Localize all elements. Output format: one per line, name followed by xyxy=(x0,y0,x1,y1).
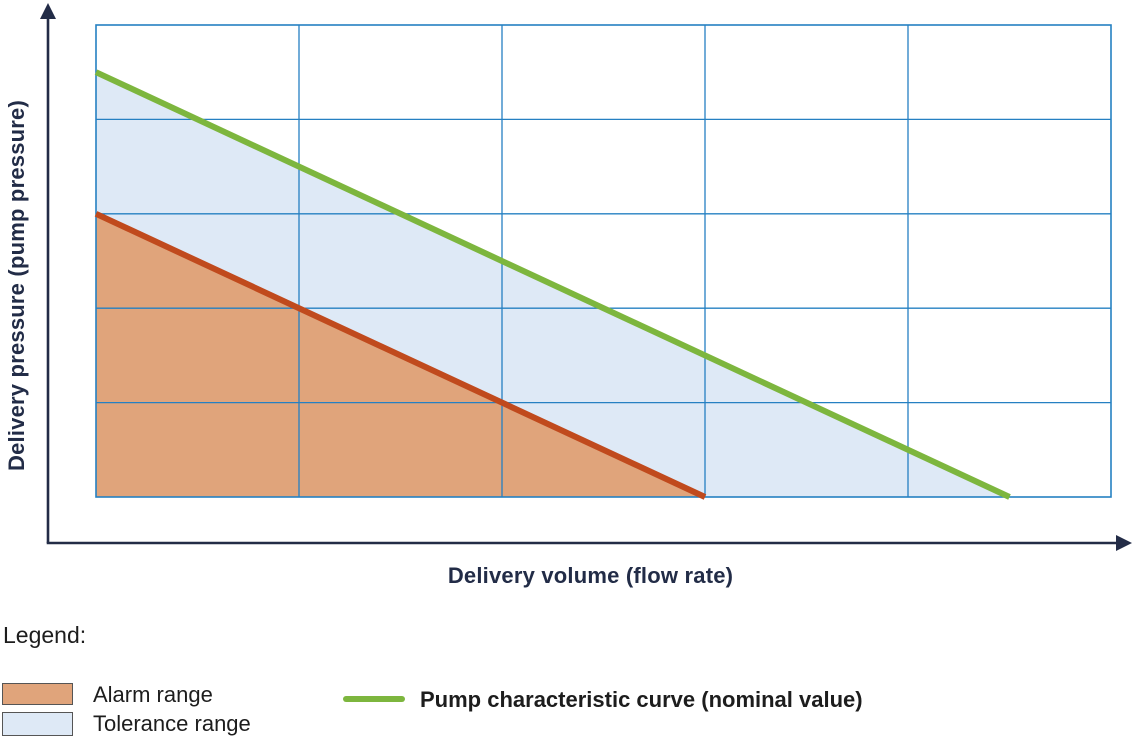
alarm-range-boundary-curve xyxy=(94,211,707,500)
legend-title: Legend: xyxy=(3,622,87,648)
y-axis-label-wrap: Delivery pressure (pump pressure) xyxy=(2,25,32,545)
y-axis-label: Delivery pressure (pump pressure) xyxy=(4,99,29,471)
alarm-range-label: Alarm range xyxy=(93,682,213,707)
chart-canvas xyxy=(40,3,1132,551)
y-axis-arrowhead-icon xyxy=(40,3,56,19)
tolerance-range-swatch xyxy=(2,712,73,736)
pump-characteristic-curve-nominal-value--curve xyxy=(94,69,1011,500)
alarm-range-swatch xyxy=(2,683,73,705)
x-axis-arrowhead-icon xyxy=(1116,535,1132,551)
x-axis-label: Delivery volume (flow rate) xyxy=(447,563,734,588)
tolerance-range-label: Tolerance range xyxy=(93,711,251,736)
nominal-curve-swatch xyxy=(343,696,405,702)
plot-border xyxy=(95,24,1112,498)
nominal-curve-label: Pump characteristic curve (nominal value… xyxy=(420,687,863,712)
